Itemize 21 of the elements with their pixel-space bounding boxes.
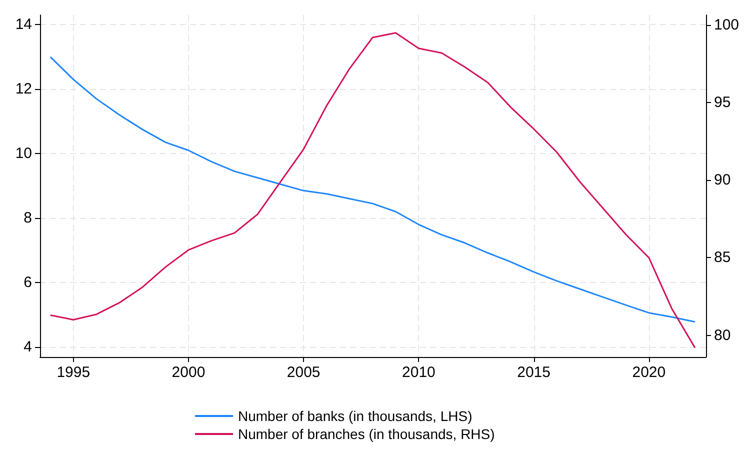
y-tick-label: 4 <box>24 338 32 356</box>
x-tick-label: 2015 <box>517 364 550 381</box>
y-tick-label: 6 <box>24 274 32 292</box>
line-series <box>50 56 696 323</box>
x-tick-label: 2000 <box>172 364 206 381</box>
x-tick-label: 2005 <box>286 364 320 381</box>
x-tick-label: 2020 <box>632 364 666 381</box>
legend-label: Number of branches (in thousands, RHS) <box>238 426 495 442</box>
y2-tick-label: 85 <box>714 249 731 266</box>
y2-tick-label: 100 <box>714 16 740 34</box>
line-series <box>50 32 696 348</box>
y-tick-label: 8 <box>24 210 32 227</box>
y-tick-label: 10 <box>15 145 32 162</box>
y-tick-label: 12 <box>15 80 32 98</box>
y-tick-label: 14 <box>15 16 32 34</box>
x-tick-label: 1995 <box>56 364 90 381</box>
y2-tick-label: 90 <box>714 172 731 189</box>
x-tick-label: 2010 <box>402 364 436 381</box>
legend-label: Number of banks (in thousands, LHS) <box>238 408 472 424</box>
y2-tick-label: 95 <box>714 94 731 112</box>
y2-tick-label: 80 <box>714 326 731 344</box>
